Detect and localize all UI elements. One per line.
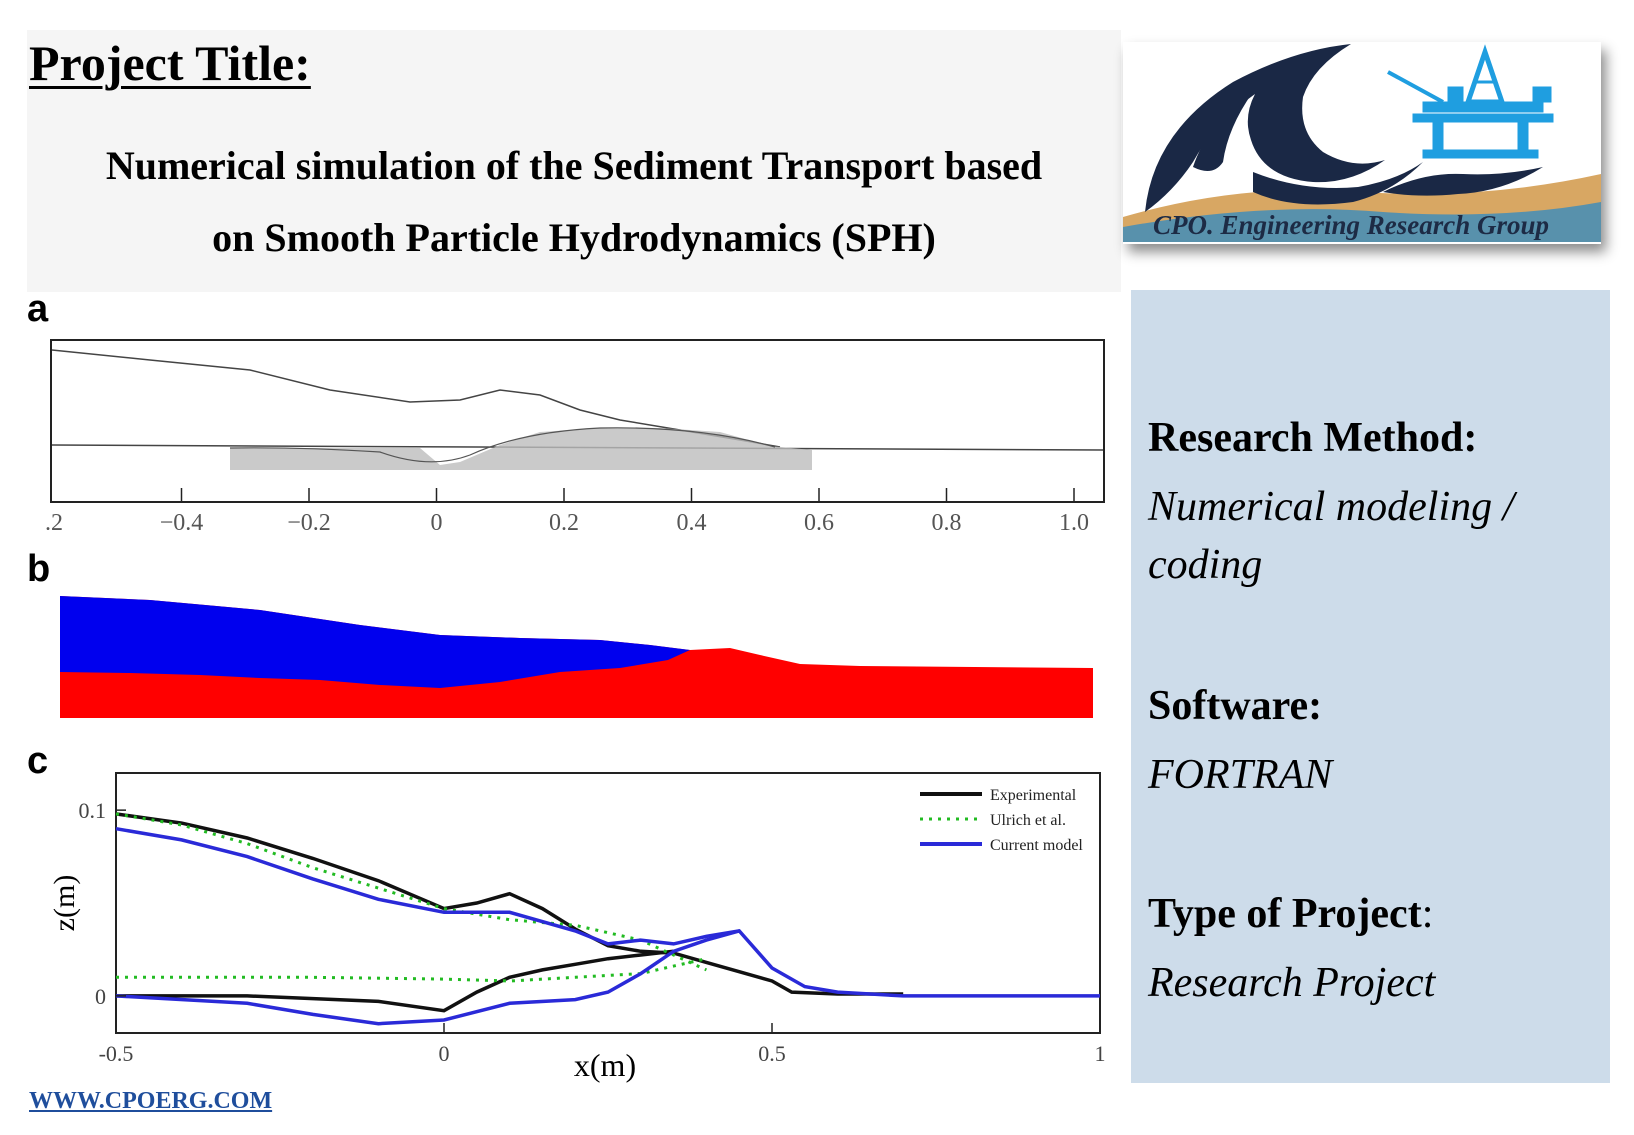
panel-a-tick-label: 0.2 bbox=[549, 510, 579, 536]
panel-a-tick-label: −0.4 bbox=[160, 510, 204, 536]
project-title-label: Project Title: bbox=[29, 35, 311, 91]
project-title-line1: Numerical simulation of the Sediment Tra… bbox=[105, 143, 1043, 188]
panel-c-label: c bbox=[27, 740, 49, 782]
project-type-heading-text: Type of Project bbox=[1148, 891, 1422, 937]
panel-b-label: b bbox=[27, 548, 51, 590]
project-title: Numerical simulation of the Sediment Tra… bbox=[27, 130, 1121, 274]
panel-a-tick-label: 0 bbox=[431, 510, 443, 536]
panel-a-tick-label: 0.6 bbox=[804, 510, 834, 536]
panel-a-tick-label: 0.4 bbox=[677, 510, 707, 536]
chart-legend: Experimental Ulrich et al. Current model bbox=[920, 787, 1083, 854]
series-line-current-modelupper bbox=[115, 826, 1100, 998]
panel-c-bed-profile-chart: -0.5 0 0.5 1 0 0.1 Experimental Ulrich et al. C… bbox=[48, 772, 1106, 1083]
chart-y-label: z(m) bbox=[48, 875, 81, 932]
panel-a-tick-label: 0.8 bbox=[932, 510, 962, 536]
website-link[interactable]: WWW.CPOERG.COM bbox=[29, 1088, 273, 1114]
research-method-heading: Research Method: bbox=[1148, 415, 1478, 461]
series-line-experimentalupper bbox=[115, 812, 904, 996]
sph-figure: .2 −0.4 −0.2 0 0.2 0.4 0.6 0.8 1.0 -0.5 0 0.5 1 0 0.1… bbox=[45, 339, 1106, 1083]
panel-a-tick-label: 1.0 bbox=[1059, 510, 1089, 536]
series-line-ulrich-et-al-lower bbox=[116, 957, 707, 983]
logo: CPO. Engineering Research Group bbox=[1123, 42, 1601, 244]
title-box: Project Title: Numerical simulation of t… bbox=[27, 30, 1121, 292]
panel-b-water-sediment-render bbox=[60, 596, 1093, 718]
panel-a-x-axis: .2 −0.4 −0.2 0 0.2 0.4 0.6 0.8 1.0 bbox=[45, 488, 1089, 536]
chart-series-lines bbox=[115, 812, 1100, 1026]
chart-axis-ticks: -0.5 0 0.5 1 0 0.1 bbox=[79, 798, 1106, 1066]
y-tick-label: 0 bbox=[95, 984, 106, 1009]
y-tick-label: 0.1 bbox=[79, 798, 107, 823]
panel-a-tick-label: −0.2 bbox=[287, 510, 331, 536]
series-line-experimentallower bbox=[116, 949, 674, 1013]
project-title-line2: on Smooth Particle Hydrodynamics (SPH) bbox=[212, 215, 936, 260]
panel-a-label: a bbox=[27, 288, 49, 330]
panel-a-sph-particle-snapshot: .2 −0.4 −0.2 0 0.2 0.4 0.6 0.8 1.0 bbox=[45, 339, 1105, 536]
x-tick-label: 0 bbox=[439, 1041, 450, 1066]
software-value: FORTRAN bbox=[1148, 752, 1333, 798]
x-tick-label: -0.5 bbox=[99, 1041, 134, 1066]
panel-a-tick-label: .2 bbox=[45, 510, 63, 536]
project-type-colon: : bbox=[1421, 891, 1434, 937]
legend-label: Experimental bbox=[990, 787, 1077, 804]
project-info-panel: Research Method: Numerical modeling / co… bbox=[1131, 290, 1610, 1083]
project-type-heading: Type of Project: bbox=[1148, 890, 1433, 938]
logo-text: CPO. Engineering Research Group bbox=[1153, 210, 1550, 240]
chart-plot-area bbox=[115, 772, 1101, 1034]
x-tick-label: 1 bbox=[1095, 1041, 1106, 1066]
legend-label: Current model bbox=[990, 837, 1083, 854]
wave-and-offshore-platform-logo-icon bbox=[1123, 44, 1601, 242]
series-line-current-modellower bbox=[115, 929, 740, 1026]
research-method-value: Numerical modeling / coding bbox=[1148, 484, 1515, 588]
chart-x-label: x(m) bbox=[574, 1047, 636, 1083]
project-type-value: Research Project bbox=[1148, 960, 1436, 1006]
series-line-ulrich-et-al-upper bbox=[115, 812, 708, 972]
x-tick-label: 0.5 bbox=[758, 1041, 786, 1066]
software-heading: Software: bbox=[1148, 683, 1323, 729]
legend-label: Ulrich et al. bbox=[990, 812, 1066, 829]
